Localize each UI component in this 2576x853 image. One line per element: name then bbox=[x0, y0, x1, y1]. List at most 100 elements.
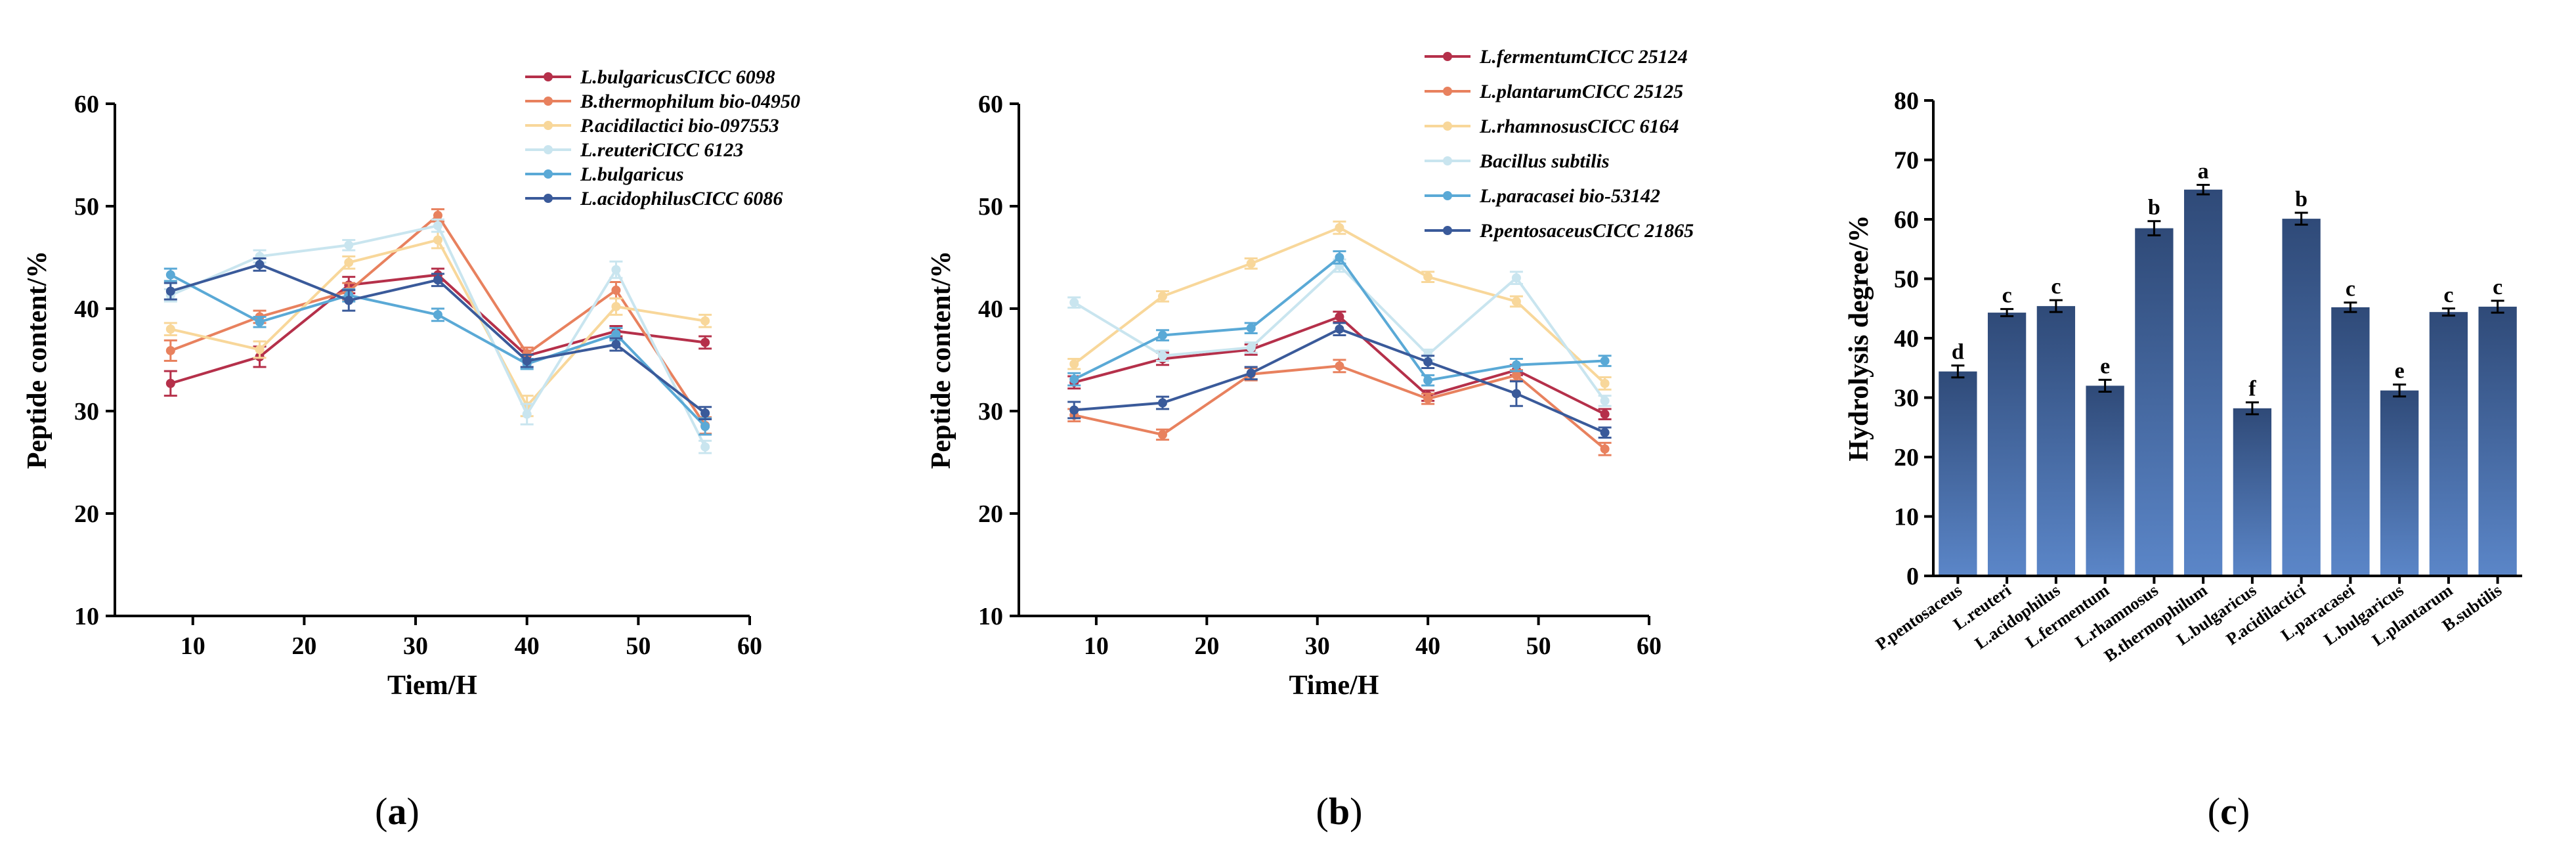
panel-b-data-point bbox=[1511, 389, 1521, 399]
panel-b-data-point bbox=[1600, 444, 1610, 454]
panel-b-legend-marker bbox=[1443, 156, 1452, 165]
panel-c-significance-letter: a bbox=[2198, 160, 2209, 184]
panel-b-x-tick-label: 40 bbox=[1415, 632, 1440, 660]
panel-b-series-line bbox=[1073, 364, 1606, 450]
panel-b-data-point bbox=[1157, 351, 1167, 361]
panel-a-legend-marker bbox=[544, 121, 553, 130]
panel-b-series-5 bbox=[1067, 250, 1612, 387]
panel-a-x-tick-label: 50 bbox=[626, 632, 651, 660]
panel-a-x-tick-label: 30 bbox=[403, 632, 428, 660]
panel-b-data-point bbox=[1511, 273, 1521, 283]
panel-b-legend-label: Bacillus subtilis bbox=[1479, 150, 1610, 172]
panel-a-series-4 bbox=[163, 218, 712, 454]
panel-c-bar bbox=[2233, 408, 2272, 576]
panel-b-legend-marker bbox=[1443, 191, 1452, 200]
panel-c-significance-letter: e bbox=[2395, 359, 2405, 383]
panel-a-y-tick-label: 50 bbox=[74, 193, 99, 221]
panel-a-series-3 bbox=[163, 230, 712, 418]
panel-a-x-tick-label: 40 bbox=[515, 632, 540, 660]
panel-a-data-point bbox=[700, 422, 710, 431]
panel-c-y-tick-label: 50 bbox=[1894, 266, 1919, 294]
panel-a-legend-marker bbox=[544, 145, 553, 154]
panel-b-series-3 bbox=[1067, 220, 1612, 391]
panel-a-data-point bbox=[344, 257, 354, 267]
panel-a-data-point bbox=[165, 286, 175, 296]
panel-a-panel-label-letter: a bbox=[388, 790, 407, 833]
panel-b-data-point bbox=[1423, 394, 1433, 404]
panel-a-line-chart: 10 20 30 40 50 60 10 20 30 40 50 60 Tiem/H Peptide co… bbox=[22, 66, 800, 833]
panel-b-data-point bbox=[1069, 405, 1079, 415]
panel-b-x-tick-label: 50 bbox=[1526, 632, 1551, 660]
panel-b-legend-label: P.pentosaceusCICC 21865 bbox=[1479, 220, 1694, 242]
panel-b-legend-label: L.paracasei bio-53142 bbox=[1479, 185, 1660, 207]
panel-c-bar bbox=[2478, 307, 2517, 576]
panel-b-data-point bbox=[1246, 368, 1256, 378]
panel-c-bar bbox=[2036, 306, 2076, 576]
panel-a-data-point bbox=[165, 324, 175, 334]
panel-a-data-point bbox=[165, 345, 175, 355]
panel-a-y-axis-label: Peptide content/% bbox=[22, 251, 53, 469]
panel-a-series-5 bbox=[163, 267, 712, 436]
panel-a-series-line bbox=[170, 238, 706, 408]
panel-c-y-tick-label: 60 bbox=[1894, 206, 1919, 234]
panel-a-series-6 bbox=[163, 257, 712, 420]
panel-b-legend-label: L.fermentumCICC 25124 bbox=[1479, 46, 1688, 68]
panel-b-data-point bbox=[1511, 370, 1521, 380]
panel-b-panel-label-open: ( bbox=[1316, 790, 1329, 833]
panel-b-line-chart: 10 20 30 40 50 60 10 20 30 40 50 60 Time/H Peptide co… bbox=[926, 46, 1694, 833]
panel-c-y-tick-label: 10 bbox=[1894, 504, 1919, 531]
panel-a-series-1 bbox=[163, 267, 712, 397]
panel-b-data-point bbox=[1335, 312, 1344, 322]
panel-b-data-point bbox=[1423, 272, 1433, 282]
panel-b-data-point bbox=[1246, 259, 1256, 269]
panel-a-y-tick-label: 20 bbox=[74, 500, 99, 528]
panel-b-y-tick-label: 50 bbox=[978, 193, 1003, 221]
panel-a-series-line bbox=[170, 273, 706, 385]
panel-b-panel-label-close: ) bbox=[1350, 790, 1362, 833]
panel-b-y-tick-label: 20 bbox=[978, 500, 1003, 528]
panel-b-y-tick-label: 40 bbox=[978, 295, 1003, 323]
panel-b-x-axis-label: Time/H bbox=[1289, 670, 1379, 701]
panel-a-data-point bbox=[611, 339, 621, 349]
panel-c-y-tick-label: 20 bbox=[1894, 444, 1919, 471]
panel-b-data-point bbox=[1600, 396, 1610, 406]
panel-a-panel-label: (a) bbox=[375, 790, 419, 833]
panel-b-data-point bbox=[1423, 376, 1433, 385]
panel-b-x-tick-label: 30 bbox=[1305, 632, 1330, 660]
panel-b-series-line bbox=[1074, 328, 1606, 434]
panel-b-y-tick-label: 30 bbox=[978, 398, 1003, 426]
panel-c-bar bbox=[1987, 313, 2027, 576]
panel-a-data-point bbox=[611, 301, 621, 311]
panel-b-data-point bbox=[1157, 398, 1167, 408]
panel-a-legend-label: L.bulgaricus bbox=[580, 164, 684, 185]
panel-a-panel-label-close: ) bbox=[407, 790, 419, 833]
panel-b-data-point bbox=[1069, 297, 1079, 307]
panel-c-significance-letter: e bbox=[2100, 354, 2110, 378]
panel-b-y-tick-label: 60 bbox=[978, 91, 1003, 118]
panel-a-data-point bbox=[344, 295, 354, 305]
panel-b-panel-label: (b) bbox=[1316, 790, 1363, 833]
panel-a-data-point bbox=[433, 275, 442, 285]
panel-b-series-2 bbox=[1067, 359, 1612, 456]
panel-a-y-tick-label: 60 bbox=[74, 91, 99, 118]
panel-a-data-point bbox=[344, 240, 354, 250]
panel-a-data-point bbox=[522, 349, 532, 359]
panel-a-data-point bbox=[433, 221, 442, 230]
panel-c-bar bbox=[2183, 189, 2223, 576]
panel-c-significance-letter: f bbox=[2248, 377, 2256, 401]
panel-c-bar bbox=[2331, 307, 2370, 576]
panel-b-data-point bbox=[1157, 292, 1167, 301]
panel-b-data-point bbox=[1335, 361, 1344, 371]
panel-c-significance-letter: c bbox=[2443, 283, 2453, 307]
panel-c-bar-chart: 01020304050607080dP.pentosaceuscL.reuter… bbox=[1844, 87, 2522, 833]
panel-b-data-point bbox=[1335, 324, 1344, 334]
panel-b-data-point bbox=[1246, 323, 1256, 333]
panel-a-data-point bbox=[255, 259, 265, 269]
panel-a-data-point bbox=[611, 265, 621, 274]
panel-c-panel-label-close: ) bbox=[2237, 790, 2250, 833]
panel-c-y-tick-label: 0 bbox=[1906, 563, 1919, 590]
panel-b-legend-marker bbox=[1443, 226, 1452, 235]
panel-c-bar bbox=[2282, 219, 2321, 577]
panel-c-significance-letter: c bbox=[2346, 277, 2355, 301]
